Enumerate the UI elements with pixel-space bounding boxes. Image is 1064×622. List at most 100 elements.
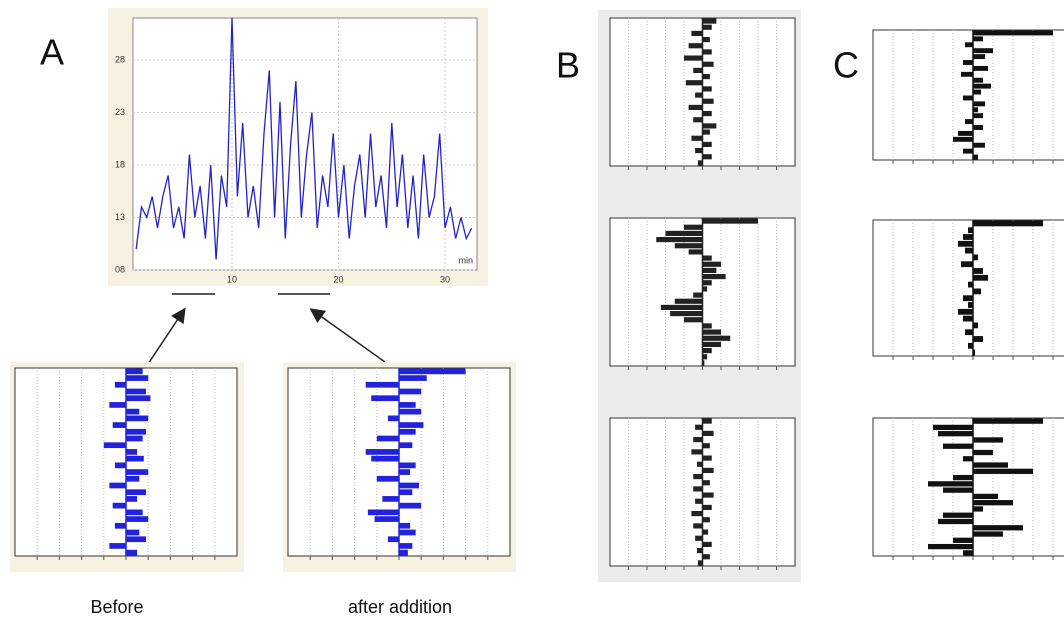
bar [126, 509, 143, 516]
panel-label: B [556, 45, 580, 86]
y-tick-label: 28 [115, 54, 125, 64]
bar [973, 349, 975, 356]
bar [693, 474, 703, 480]
bar [126, 536, 146, 543]
bar [112, 502, 126, 509]
bar [126, 475, 140, 482]
bar [693, 292, 703, 298]
bar [126, 496, 138, 502]
bar [126, 375, 149, 381]
bar [399, 469, 411, 475]
caption: Before [90, 597, 143, 617]
bar [399, 462, 416, 469]
bar [109, 402, 126, 408]
x-unit: min [458, 255, 473, 265]
bar [126, 395, 151, 402]
bar [973, 48, 993, 54]
bar [702, 286, 708, 292]
bar [691, 30, 703, 36]
bar [973, 36, 983, 42]
bar [688, 249, 703, 255]
bar [702, 154, 712, 160]
bar [702, 541, 712, 547]
caption: after addition [348, 597, 452, 617]
bar [702, 37, 710, 43]
bar [961, 261, 973, 268]
bar [973, 54, 985, 60]
bar [696, 461, 703, 467]
bar [973, 336, 983, 342]
bar [702, 323, 712, 329]
bar [126, 449, 138, 455]
bar [702, 129, 710, 135]
bar [968, 281, 973, 288]
bar [112, 422, 126, 428]
bar [958, 130, 973, 136]
bar [702, 261, 721, 267]
bar [126, 408, 140, 415]
bar [702, 360, 705, 366]
bar [953, 136, 973, 142]
bar [702, 455, 712, 461]
bar [973, 493, 998, 500]
bar [693, 523, 703, 529]
line-series [135, 17, 473, 260]
bar [938, 431, 973, 437]
bar [965, 42, 973, 48]
y-tick-label: 23 [115, 107, 125, 117]
bar [399, 402, 416, 408]
bar [126, 469, 149, 475]
bar [702, 111, 712, 117]
bar [656, 237, 703, 243]
bar [126, 516, 149, 522]
bar [399, 368, 466, 375]
bar [973, 89, 981, 95]
bar [399, 428, 416, 435]
bar [702, 418, 712, 424]
bar [702, 430, 714, 436]
bar [961, 71, 973, 77]
bar [695, 498, 703, 504]
plot-area [872, 417, 1064, 557]
bar [702, 492, 714, 498]
bar [399, 375, 427, 381]
bar [938, 518, 973, 525]
bar [702, 86, 712, 92]
panel-label: A [40, 32, 64, 73]
bar [684, 224, 703, 230]
bar [973, 449, 993, 456]
bar [963, 456, 973, 462]
bar [702, 348, 712, 354]
bar [365, 381, 399, 388]
bar [702, 517, 710, 523]
x-tick-label: 20 [334, 274, 344, 284]
bar [973, 437, 1003, 443]
bar [702, 98, 714, 104]
bar [665, 230, 703, 236]
bar [695, 424, 703, 430]
bar [973, 462, 1008, 468]
bar [943, 487, 973, 493]
bar [928, 543, 973, 550]
bar [688, 43, 703, 49]
bar [973, 254, 978, 261]
bar [399, 422, 424, 428]
bar [973, 77, 983, 83]
bar [693, 117, 703, 123]
bar [702, 61, 714, 67]
bar [660, 304, 703, 310]
bar [968, 302, 973, 308]
bar [953, 474, 973, 481]
bar [702, 267, 717, 273]
bar [702, 504, 712, 510]
arrow [309, 308, 386, 363]
bar [965, 329, 973, 336]
bar [973, 65, 988, 71]
bar [387, 536, 399, 543]
bar [691, 449, 703, 455]
bar [126, 368, 143, 375]
bar [399, 489, 413, 496]
bar [973, 125, 983, 130]
bar [702, 141, 712, 147]
